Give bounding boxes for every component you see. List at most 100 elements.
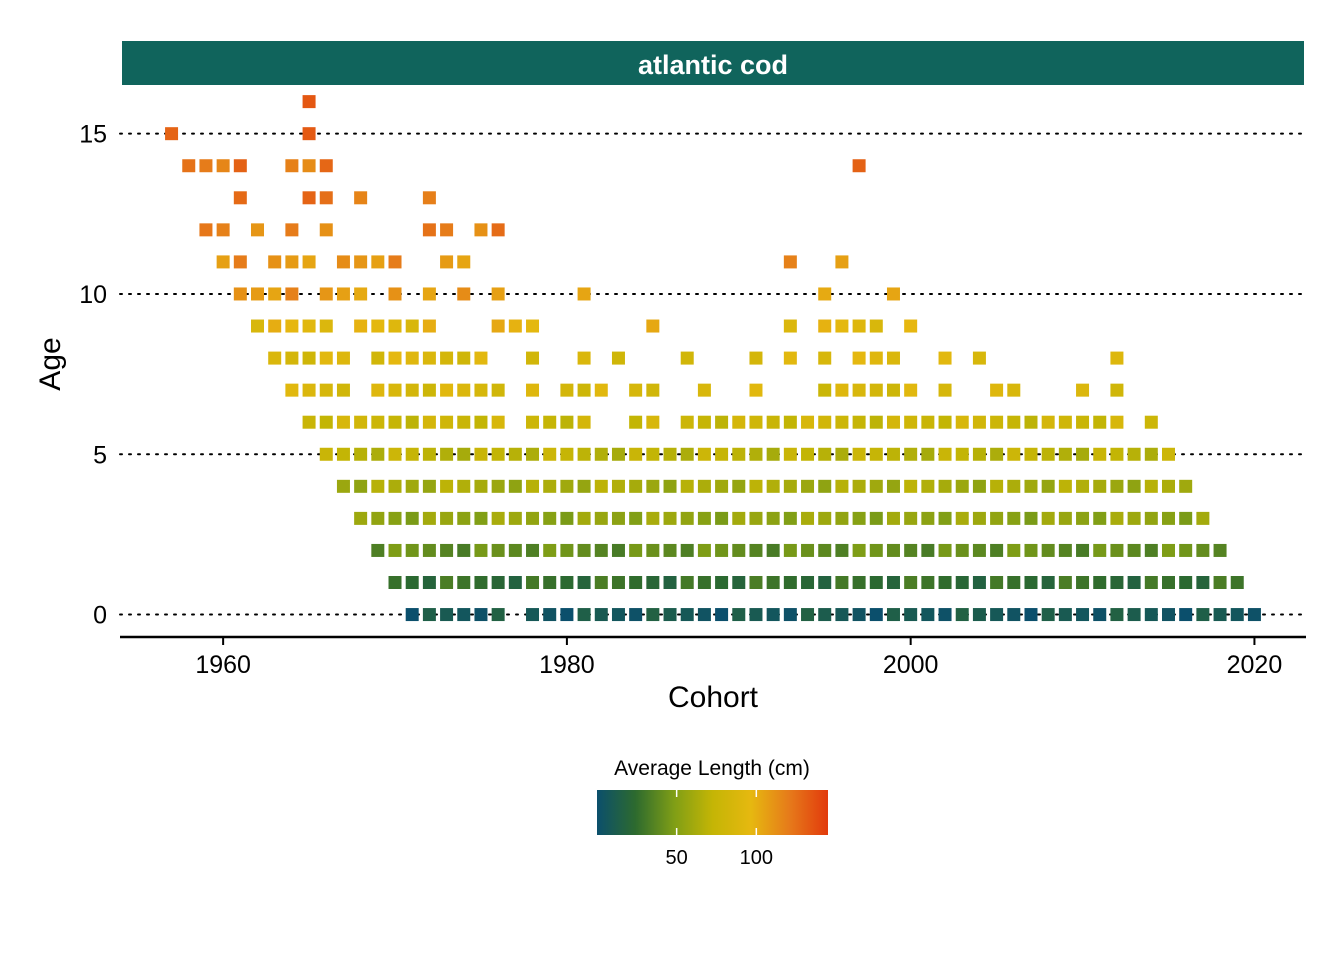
tile xyxy=(938,415,952,429)
tile xyxy=(629,415,643,429)
tile xyxy=(629,383,643,397)
tile xyxy=(457,383,471,397)
tile xyxy=(1041,479,1055,493)
tile xyxy=(1161,576,1175,589)
tile xyxy=(990,576,1004,589)
tile xyxy=(1058,576,1072,589)
tile xyxy=(560,479,574,493)
tile xyxy=(543,479,557,493)
tile xyxy=(285,255,299,269)
tile xyxy=(440,447,454,461)
tile xyxy=(457,511,471,525)
tile xyxy=(354,479,368,493)
tile xyxy=(629,447,643,461)
tile xyxy=(371,351,385,365)
tile xyxy=(405,543,419,557)
tile xyxy=(921,608,935,622)
tile xyxy=(422,383,436,397)
tile xyxy=(1093,576,1107,589)
tile xyxy=(319,191,333,205)
tile xyxy=(697,415,711,429)
tile xyxy=(852,383,866,397)
tile xyxy=(783,479,797,493)
tile xyxy=(594,576,608,589)
tile xyxy=(869,319,883,333)
tile xyxy=(440,383,454,397)
tile xyxy=(508,543,522,557)
tile xyxy=(1041,543,1055,557)
tile xyxy=(1110,576,1124,589)
tile xyxy=(302,191,316,205)
tile xyxy=(697,576,711,589)
tile xyxy=(1007,608,1021,622)
tile xyxy=(972,608,986,622)
tile xyxy=(1179,479,1193,493)
tile xyxy=(422,543,436,557)
tile xyxy=(663,511,677,525)
tile xyxy=(1058,415,1072,429)
tile xyxy=(766,543,780,557)
tile xyxy=(938,383,952,397)
tile xyxy=(405,608,419,622)
tile xyxy=(921,576,935,589)
tile xyxy=(560,576,574,589)
tile xyxy=(422,608,436,622)
tile xyxy=(835,319,849,333)
tile xyxy=(835,543,849,557)
tile xyxy=(646,319,660,333)
tile xyxy=(955,447,969,461)
tile xyxy=(835,511,849,525)
tile xyxy=(663,543,677,557)
tile xyxy=(886,479,900,493)
tile xyxy=(646,479,660,493)
tile xyxy=(474,415,488,429)
tile xyxy=(526,447,540,461)
tile xyxy=(268,351,282,365)
tile xyxy=(422,415,436,429)
tile xyxy=(749,383,763,397)
tile xyxy=(405,511,419,525)
tile xyxy=(852,447,866,461)
tile xyxy=(629,479,643,493)
tile xyxy=(1213,576,1227,589)
tile xyxy=(629,576,643,589)
tile xyxy=(319,447,333,461)
tile xyxy=(886,511,900,525)
tile xyxy=(371,383,385,397)
tile xyxy=(560,543,574,557)
tile xyxy=(422,223,436,237)
tile xyxy=(732,543,746,557)
tile xyxy=(577,479,591,493)
tile xyxy=(216,159,230,173)
tile xyxy=(474,479,488,493)
tile xyxy=(732,415,746,429)
tile xyxy=(938,543,952,557)
tile xyxy=(663,576,677,589)
tile xyxy=(732,447,746,461)
tile xyxy=(611,576,625,589)
tile xyxy=(388,319,402,333)
tile xyxy=(491,447,505,461)
tile xyxy=(543,415,557,429)
tile xyxy=(869,351,883,365)
tile xyxy=(1127,479,1141,493)
tile xyxy=(1076,543,1090,557)
tile xyxy=(921,511,935,525)
tile xyxy=(990,479,1004,493)
tile xyxy=(835,608,849,622)
tile xyxy=(1076,608,1090,622)
tiles xyxy=(165,95,1261,622)
tile xyxy=(886,447,900,461)
tile xyxy=(1041,576,1055,589)
tile xyxy=(560,415,574,429)
tile xyxy=(783,543,797,557)
tile xyxy=(972,479,986,493)
legend-colorbar xyxy=(597,790,828,835)
tile xyxy=(904,479,918,493)
y-tick-label: 10 xyxy=(79,281,107,309)
tile xyxy=(697,608,711,622)
tile xyxy=(1007,576,1021,589)
tile xyxy=(783,447,797,461)
tile xyxy=(1144,415,1158,429)
tile xyxy=(560,608,574,622)
